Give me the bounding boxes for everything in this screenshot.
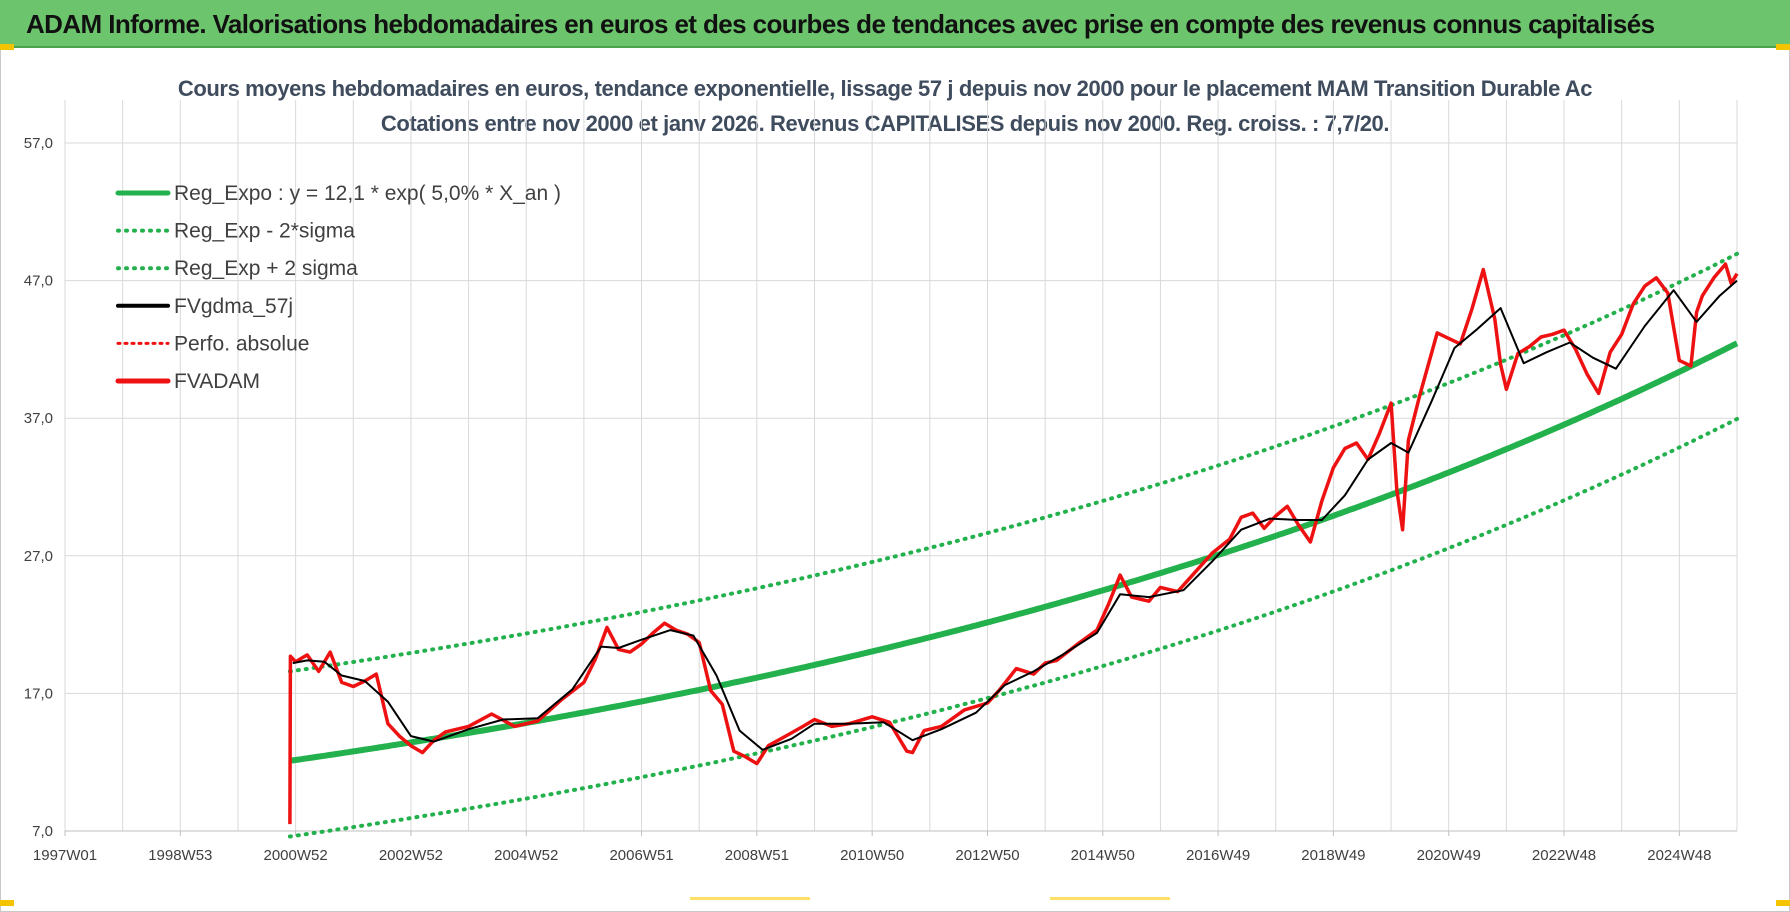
y-tick-label: 17,0 (24, 685, 53, 702)
x-tick-label: 1997W01 (33, 847, 97, 864)
legend-label: Reg_Expo : y = 12,1 * exp( 5,0% * X_an ) (174, 182, 561, 205)
y-tick-label: 47,0 (24, 273, 53, 290)
chart-title-line1: Cours moyens hebdomadaires en euros, ten… (177, 76, 1593, 101)
legend-label: FVADAM (174, 370, 260, 393)
x-tick-label: 2020W49 (1417, 847, 1481, 864)
y-tick-label: 7,0 (32, 823, 53, 840)
chart-title-line2: Cotations entre nov 2000 et janv 2026. R… (380, 111, 1390, 136)
y-axis: 57,0 47,0 37,0 27,0 17,0 7,0 (24, 135, 53, 840)
x-tick-label: 2016W49 (1186, 847, 1250, 864)
reg-minus-2sigma-line (287, 417, 1739, 839)
legend-label: Reg_Exp + 2 sigma (174, 257, 358, 280)
legend-label: Perfo. absolue (174, 332, 309, 355)
corner-marker (1776, 900, 1790, 906)
reg-plus-2sigma-line (287, 251, 1739, 674)
x-tick-label: 2002W52 (379, 847, 443, 864)
fvgdma-line (292, 279, 1738, 751)
x-tick-label: 2000W52 (264, 847, 328, 864)
x-axis: 1997W01 1998W53 2000W52 2002W52 2004W52 2006W… (33, 830, 1737, 864)
x-tick-label: 2006W51 (609, 847, 673, 864)
x-tick-label: 2010W50 (840, 847, 904, 864)
x-tick-label: 2008W51 (725, 847, 789, 864)
x-tick-label: 2014W50 (1071, 847, 1135, 864)
x-tick-label: 2018W49 (1301, 847, 1365, 864)
x-tick-label: 2022W48 (1532, 847, 1596, 864)
corner-marker (1776, 44, 1790, 50)
y-tick-label: 27,0 (24, 548, 53, 565)
legend-label: FVgdma_57j (174, 295, 293, 318)
fvadam-line (288, 262, 1739, 825)
x-tick-label: 2024W48 (1647, 847, 1711, 864)
bottom-marker (690, 897, 810, 900)
bottom-marker (1050, 897, 1170, 900)
corner-marker (0, 44, 14, 50)
header-banner: ADAM Informe. Valorisations hebdomadaire… (0, 0, 1790, 48)
legend-label: Reg_Exp - 2*sigma (174, 220, 355, 243)
report-title: ADAM Informe. Valorisations hebdomadaire… (26, 9, 1655, 39)
x-tick-label: 2004W52 (494, 847, 558, 864)
corner-marker (0, 900, 14, 906)
x-tick-label: 1998W53 (148, 847, 212, 864)
y-tick-label: 37,0 (24, 410, 53, 427)
legend: Reg_Expo : y = 12,1 * exp( 5,0% * X_an )… (115, 182, 561, 393)
grid-lines (64, 100, 1738, 832)
y-tick-label: 57,0 (24, 135, 53, 152)
reg-expo-line (289, 340, 1739, 764)
x-tick-label: 2012W50 (955, 847, 1019, 864)
series-layer (287, 251, 1739, 839)
